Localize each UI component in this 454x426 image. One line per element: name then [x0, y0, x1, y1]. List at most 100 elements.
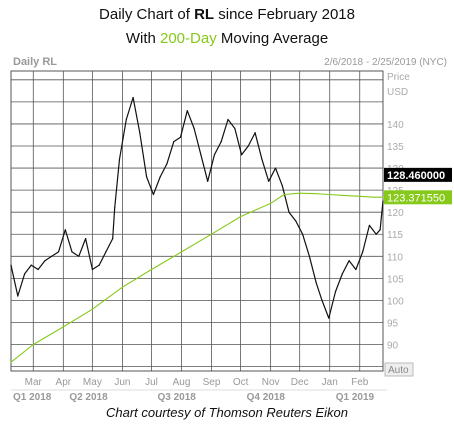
price-point [341, 273, 343, 275]
ma-value-tag [384, 190, 452, 205]
price-point [125, 118, 127, 121]
price-point [288, 211, 290, 213]
price-point [234, 127, 236, 129]
price-point [57, 251, 60, 253]
price-point [179, 136, 182, 138]
chart-caption: Chart courtesy of Thomson Reuters Eikon [105, 405, 349, 420]
quarter-label: Q1 2018 [13, 392, 52, 403]
price-axis-label: Price [387, 72, 410, 83]
moving-average-line [10, 192, 383, 363]
ma-value-label: 123.371550 [387, 192, 445, 204]
quarter-label: Q3 2018 [157, 392, 196, 403]
price-point [240, 154, 243, 156]
header-left-label: Daily RL [13, 56, 57, 68]
moving-average-point [283, 193, 285, 196]
price-point [132, 96, 134, 99]
moving-average-point [372, 196, 374, 198]
x-tick-label: Nov [262, 377, 280, 388]
price-point [213, 154, 216, 156]
currency-axis-label: USD [387, 87, 408, 98]
price-point [152, 193, 155, 196]
y-tick-label: 95 [387, 318, 399, 329]
moving-average-point [329, 193, 331, 196]
price-point [17, 295, 19, 297]
price-point [30, 264, 32, 266]
chart-subtitle: With 200-Day Moving Average [0, 30, 454, 47]
price-point [91, 268, 93, 271]
price-point [379, 229, 381, 231]
quarter-label: Q1 2019 [336, 392, 375, 403]
subtitle-ma-label: 200-Day [160, 30, 217, 47]
y-tick-label: 110 [387, 252, 403, 263]
y-tick-label: 105 [387, 274, 404, 285]
x-tick-label: Aug [173, 377, 191, 388]
moving-average-point [299, 192, 301, 194]
plot-frame [10, 70, 384, 372]
price-point [355, 268, 357, 271]
subtitle-suffix: Moving Average [216, 30, 329, 47]
x-tick-label: Oct [233, 377, 249, 388]
price-point [375, 233, 377, 235]
price-point [281, 185, 283, 187]
x-tick-label: Apr [56, 377, 72, 388]
price-point [220, 140, 222, 143]
moving-average-point [382, 196, 384, 198]
price-point [334, 290, 337, 293]
price-point [254, 132, 256, 134]
quarter-label: Q4 2018 [247, 392, 286, 403]
moving-average-point [342, 194, 344, 197]
price-point [247, 145, 249, 147]
quarter-label: Q2 2018 [69, 392, 108, 403]
price-point [321, 299, 323, 302]
price-point [114, 207, 116, 209]
y-tick-label: 115 [387, 230, 403, 241]
price-point [37, 268, 39, 271]
price-point [64, 229, 66, 231]
price-point [186, 110, 188, 112]
moving-average-point [32, 343, 34, 346]
auto-scale-box [384, 362, 414, 377]
price-point [98, 264, 100, 266]
price-point [173, 140, 175, 143]
x-tick-label: Mar [25, 377, 43, 388]
price-point [105, 251, 107, 253]
x-tick-label: Sep [203, 377, 221, 388]
price-point [78, 255, 80, 257]
price-point [139, 132, 141, 134]
auto-scale-label: Auto [388, 365, 409, 376]
price-point [308, 255, 310, 257]
last-price-label: 128.460000 [387, 170, 445, 182]
price-point [348, 260, 350, 262]
price-point [227, 118, 229, 121]
x-tick-label: Jan [322, 377, 338, 388]
price-point [274, 167, 277, 169]
price-point [301, 233, 304, 235]
x-tick-label: May [83, 377, 102, 388]
moving-average-point [91, 308, 93, 310]
y-tick-label: 90 [387, 341, 399, 352]
moving-average-point [180, 251, 183, 253]
moving-average-point [210, 233, 213, 235]
x-tick-label: Dec [291, 377, 309, 388]
last-price-tag [384, 167, 452, 182]
price-point [159, 176, 161, 178]
price-series-line [10, 96, 384, 319]
price-point [368, 224, 371, 227]
moving-average-point [312, 193, 314, 195]
price-point [118, 158, 121, 160]
price-point [207, 180, 209, 182]
price-point [112, 238, 114, 240]
price-point [71, 251, 73, 253]
moving-average-point [359, 195, 361, 197]
moving-average-point [150, 268, 153, 271]
price-point [193, 127, 195, 129]
subtitle-prefix: With [125, 30, 160, 47]
moving-average-point [270, 202, 272, 204]
price-point [328, 317, 330, 319]
price-point [44, 260, 46, 262]
title-suffix: since February 2018 [214, 6, 355, 23]
price-point [261, 158, 263, 160]
price-point [382, 200, 384, 202]
moving-average-point [121, 286, 124, 288]
moving-average-point [10, 361, 12, 363]
